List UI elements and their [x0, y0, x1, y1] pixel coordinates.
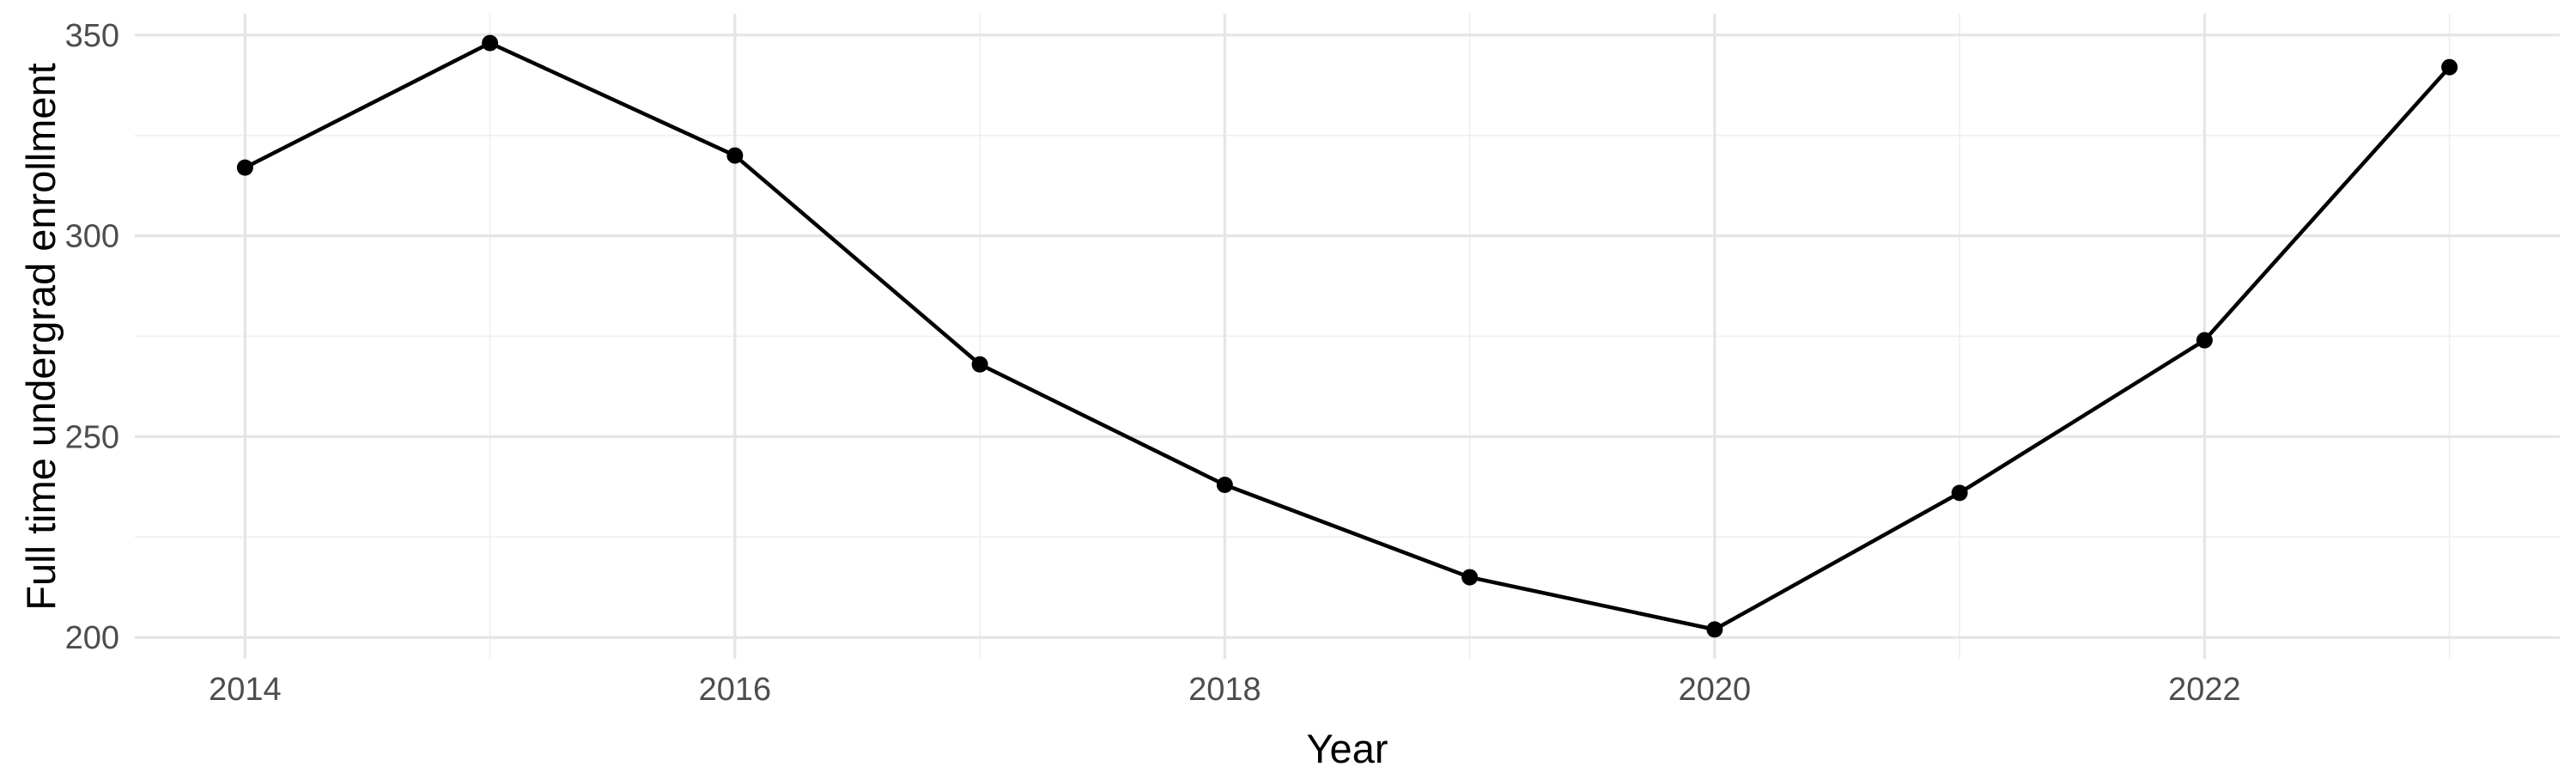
y-tick-label: 200 — [65, 620, 119, 656]
data-point — [2441, 58, 2458, 76]
enrollment-series-line — [244, 40, 2451, 632]
data-point — [1951, 484, 1968, 502]
x-tick-label: 2020 — [1679, 672, 1752, 708]
data-point — [2196, 332, 2213, 349]
x-axis-title: Year — [1307, 726, 1388, 771]
y-tick-label: 250 — [65, 419, 119, 455]
data-point — [1216, 477, 1233, 494]
y-tick-label: 300 — [65, 219, 119, 255]
x-tick-label: 2014 — [209, 672, 282, 708]
y-tick-label: 350 — [65, 18, 119, 54]
x-tick-label: 2016 — [699, 672, 772, 708]
y-axis-title: Full time undergrad enrollment — [18, 63, 64, 610]
x-axis-tick-labels: 2014 2016 2018 2020 2022 — [209, 672, 2241, 708]
x-tick-label: 2022 — [2168, 672, 2241, 708]
enrollment-series-points — [236, 34, 2458, 638]
y-axis-tick-labels: 200 250 300 350 — [65, 18, 119, 656]
data-point — [1461, 569, 1479, 586]
enrollment-trend-line — [244, 40, 2451, 632]
data-point — [236, 159, 253, 176]
x-tick-label: 2018 — [1188, 672, 1261, 708]
data-point — [971, 356, 988, 373]
gridlines-minor — [135, 14, 2560, 659]
data-point — [482, 34, 499, 52]
data-point — [726, 147, 744, 164]
data-point — [1706, 621, 1723, 638]
